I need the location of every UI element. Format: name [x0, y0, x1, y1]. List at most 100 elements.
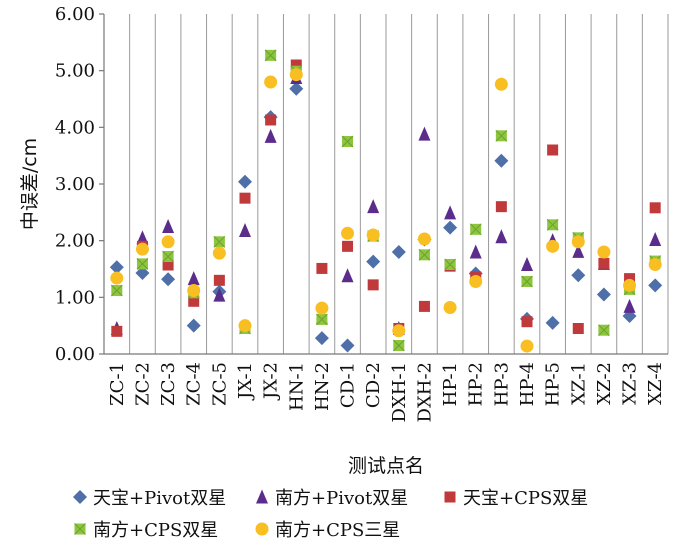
x-tick-label-xz-3: XZ-3 [620, 362, 641, 405]
point-s2-zc-3: 南方+Pivot双星 ZC-3: 2.25 [162, 219, 175, 233]
point-s5-cd-1: 南方+CPS三星 CD-1: 2.13 [341, 226, 355, 240]
point-s4-hp-3: 南方+CPS双星 HP-3: 3.85 [495, 129, 508, 142]
point-s5-xz-4: 南方+CPS三星 XZ-4: 1.58 [648, 257, 662, 271]
y-axis-title: 中误差/cm [19, 138, 41, 230]
point-s5-hp-3: 南方+CPS三星 HP-3: 4.76 [494, 77, 508, 91]
x-tick-label-hn-2: HN-2 [312, 362, 333, 411]
x-tick-label-cd-1: CD-1 [338, 362, 359, 408]
axes-layer [99, 13, 668, 355]
point-s2-hp-1: 南方+Pivot双星 HP-1: 2.49 [444, 205, 457, 220]
x-tick-label-hp-2: HP-2 [466, 362, 487, 406]
y-tick-label: 2.00 [55, 231, 95, 252]
point-s2-hp-2: 南方+Pivot双星 HP-2: 1.8 [469, 244, 482, 259]
point-s4-zc-5: 南方+CPS双星 ZC-5: 1.98 [213, 235, 226, 248]
point-s5-jx-2: 南方+CPS三星 JX-2: 4.8 [264, 75, 278, 89]
point-s2-xz-4: 南方+Pivot双星 XZ-4: 2.02 [649, 232, 662, 247]
point-s1-hn-2: 天宝+Pivot双星 HN-2: 0.28 [314, 331, 329, 346]
point-s4-hp-1: 南方+CPS双星 HP-1: 1.58 [444, 258, 456, 271]
marker-cross [110, 284, 123, 297]
point-s5-hp-5: 南方+CPS三星 HP-5: 1.9 [546, 239, 560, 253]
marker-cross [495, 129, 508, 142]
y-tick-label: 6.00 [55, 4, 95, 25]
point-s5-zc-5: 南方+CPS三星 ZC-5: 1.78 [212, 246, 226, 260]
point-s1-hp-5: 天宝+Pivot双星 HP-5: 0.55 [545, 315, 560, 330]
point-s5-zc-2: 南方+CPS三星 ZC-2: 1.85 [135, 242, 149, 256]
marker-cross [418, 248, 431, 261]
marker-cross [341, 135, 354, 148]
point-s4-hn-2: 南方+CPS双星 HN-2: 0.61 [316, 313, 328, 326]
point-s4-hp-4: 南方+CPS双星 HP-4: 1.28 [521, 275, 533, 288]
x-tick-label-xz-1: XZ-1 [568, 362, 589, 405]
point-s2-xz-1: 南方+Pivot双星 XZ-1: 1.81 [572, 243, 585, 258]
point-s4-hp-2: 南方+CPS双星 HP-2: 2.2 [469, 223, 482, 236]
marker-cross [74, 523, 86, 535]
point-s1-cd-1: 天宝+Pivot双星 CD-1: 0.15 [340, 338, 355, 353]
point-s4-xz-2: 南方+CPS双星 XZ-2: 0.42 [598, 324, 610, 337]
point-s4-hp-5: 南方+CPS双星 HP-5: 2.28 [546, 218, 559, 231]
x-tick-label-hp-3: HP-3 [491, 362, 512, 406]
x-tick-label-cd-2: CD-2 [363, 362, 384, 408]
point-s1-hp-1: 天宝+Pivot双星 HP-1: 2.23 [443, 220, 458, 235]
x-tick-label-jx-1: JX-1 [235, 362, 256, 401]
x-tick-label-zc-4: ZC-4 [184, 362, 205, 406]
point-s1-jx-1: 天宝+Pivot双星 JX-1: 3.04 [238, 174, 252, 189]
point-s4-cd-1: 南方+CPS双星 CD-1: 3.75 [341, 135, 354, 148]
point-s1-xz-2: 天宝+Pivot双星 XZ-2: 1.05 [596, 287, 611, 302]
point-s3-xz-1: 天宝+CPS双星 XZ-1: 0.45 [572, 323, 584, 334]
point-s4-dxh-1: 南方+CPS双星 DXH-1: 0.15 [392, 339, 405, 352]
point-s2-jx-1: 南方+Pivot双星 JX-1: 2.18 [239, 222, 251, 237]
grid-layer [103, 14, 669, 354]
marker-cross [392, 339, 405, 352]
point-s3-hn-2: 天宝+CPS双星 HN-2: 1.51 [316, 262, 328, 274]
point-s3-hp-3: 天宝+CPS双星 HP-3: 2.6 [495, 201, 507, 213]
point-s5-zc-1: 南方+CPS三星 ZC-1: 1.34 [110, 271, 124, 285]
point-s4-zc-3: 南方+CPS双星 ZC-3: 1.72 [162, 250, 174, 263]
legend-label-1: 天宝+Pivot双星 [93, 488, 226, 509]
x-tick-label-dxh-2: DXH-2 [414, 362, 435, 422]
legend-marker-2 [256, 489, 268, 504]
labels-layer: 0.00 1.00 2.00 3.00 4.00 5.00 6.00 ZC-1 ZC-2 ZC-3… [19, 4, 666, 477]
point-s3-zc-1: 天宝+CPS双星 ZC-1: 0.4 [111, 325, 123, 337]
point-s5-xz-3: 南方+CPS三星 XZ-3: 1.21 [623, 278, 637, 292]
legend-item-4: 南方+CPS双星 [74, 520, 218, 541]
point-s4-zc-1: 南方+CPS双星 ZC-1: 1.12 [110, 284, 123, 297]
point-s3-zc-5: 天宝+CPS双星 ZC-5: 1.3 [213, 274, 225, 286]
point-s2-jx-2: 南方+Pivot双星 JX-2: 3.84 [264, 128, 277, 143]
point-s5-hp-2: 南方+CPS三星 HP-2: 1.28 [469, 274, 483, 288]
x-tick-label-zc-5: ZC-5 [209, 362, 230, 406]
point-s5-zc-3: 南方+CPS三星 ZC-3: 1.98 [161, 235, 175, 249]
marker-cross [264, 49, 277, 62]
point-s2-cd-2: 南方+Pivot双星 CD-2: 2.6 [367, 199, 380, 214]
point-s5-xz-2: 南方+CPS三星 XZ-2: 1.8 [597, 245, 611, 259]
point-s1-xz-1: 天宝+Pivot双星 XZ-1: 1.39 [571, 268, 586, 283]
point-s4-zc-2: 南方+CPS双星 ZC-2: 1.59 [136, 258, 149, 270]
point-s5-hn-2: 南方+CPS三星 HN-2: 0.81 [315, 301, 329, 315]
marker-cross [469, 223, 482, 236]
point-s1-zc-2: 天宝+Pivot双星 ZC-2: 1.43 [135, 265, 150, 280]
point-s1-xz-4: 天宝+Pivot双星 XZ-4: 1.21 [648, 278, 663, 293]
point-s3-xz-3: 天宝+CPS双星 XZ-3: 1.33 [624, 273, 636, 285]
y-tick-label: 0.00 [55, 344, 95, 365]
point-s4-dxh-2: 南方+CPS双星 DXH-2: 1.75 [418, 248, 431, 261]
point-s3-xz-2: 天宝+CPS双星 XZ-2: 1.6 [598, 257, 610, 269]
x-tick-label-zc-3: ZC-3 [158, 362, 179, 406]
point-s5-hp-4: 南方+CPS三星 HP-4: 0.14 [520, 339, 534, 353]
marker-cross [521, 275, 533, 288]
point-s2-dxh-2: 南方+Pivot双星 DXH-2: 3.88 [418, 126, 431, 141]
marker-cross [598, 324, 610, 337]
point-s1-hn-1: 天宝+Pivot双星 HN-1: 4.68 [289, 81, 304, 96]
legend-label-4: 南方+CPS双星 [93, 520, 218, 541]
x-tick-label-zc-2: ZC-2 [132, 362, 153, 406]
marker-cross [444, 258, 456, 271]
point-s3-xz-4: 天宝+CPS双星 XZ-4: 2.58 [649, 202, 661, 214]
point-s2-hp-3: 南方+Pivot双星 HP-3: 2.07 [495, 229, 508, 244]
point-s1-zc-1: 天宝+Pivot双星 ZC-1: 1.53 [109, 260, 124, 275]
marker-cross [162, 250, 174, 263]
legend-item-3: 天宝+CPS双星 [444, 488, 588, 509]
legend-item-1: 天宝+Pivot双星 [73, 488, 226, 509]
point-s5-dxh-1: 南方+CPS三星 DXH-1: 0.41 [392, 324, 406, 338]
point-s1-zc-4: 天宝+Pivot双星 ZC-4: 0.5 [186, 318, 201, 333]
point-s2-xz-3: 南方+Pivot双星 XZ-3: 0.84 [623, 298, 636, 313]
